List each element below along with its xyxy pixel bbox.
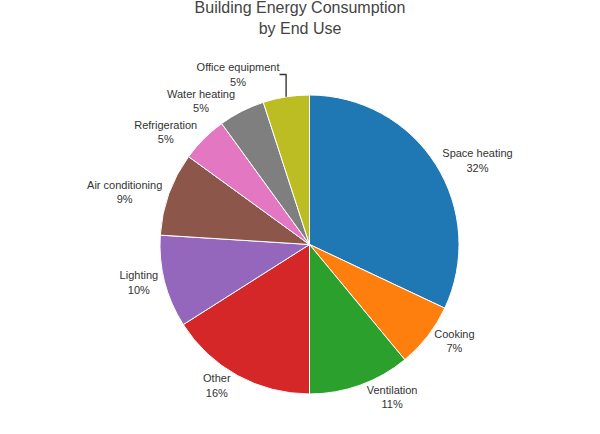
svg-text:Ventilation11%: Ventilation11%	[367, 384, 418, 410]
svg-text:Office equipment5%: Office equipment5%	[197, 61, 280, 87]
svg-text:Other16%: Other16%	[203, 372, 231, 398]
svg-text:Building Energy Consumptionby: Building Energy Consumptionby End Use	[195, 0, 406, 37]
svg-text:Refrigeration5%: Refrigeration5%	[134, 119, 197, 145]
svg-text:Cooking7%: Cooking7%	[434, 328, 474, 354]
svg-text:Space heating32%: Space heating32%	[442, 147, 512, 173]
svg-text:Air conditioning9%: Air conditioning9%	[87, 179, 162, 205]
svg-text:Water heating5%: Water heating5%	[167, 88, 235, 114]
svg-text:Lighting10%: Lighting10%	[120, 269, 159, 295]
